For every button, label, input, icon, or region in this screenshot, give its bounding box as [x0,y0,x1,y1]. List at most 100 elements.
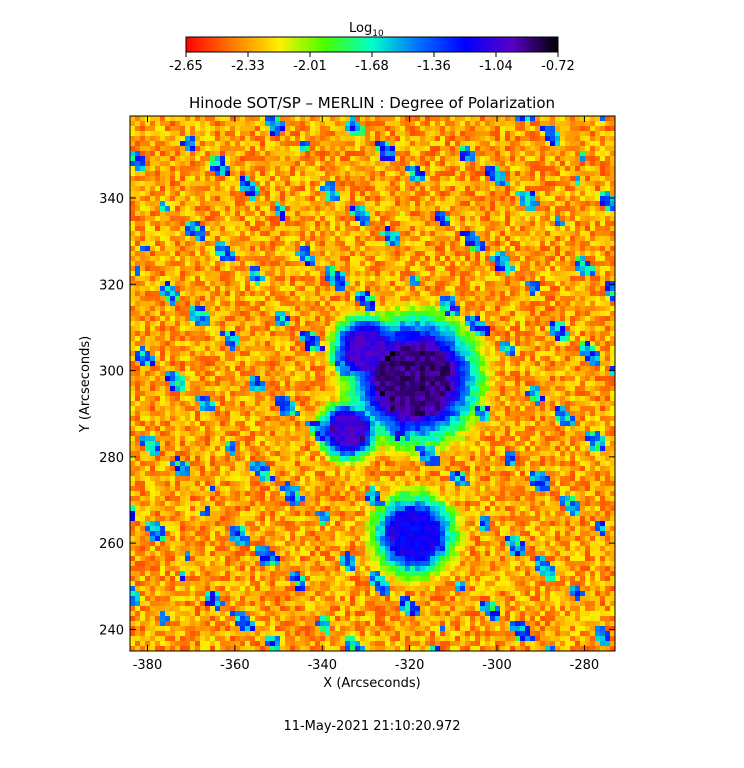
heatmap-cell [510,361,516,367]
heatmap-cell [160,336,166,342]
heatmap-cell [135,196,141,202]
heatmap-cell [450,156,456,162]
heatmap-cell [490,296,496,302]
heatmap-cell [410,186,416,192]
heatmap-cell [285,156,291,162]
heatmap-cell [435,246,441,252]
heatmap-cell [400,126,406,132]
heatmap-cell [600,246,606,252]
heatmap-cell [545,336,551,342]
heatmap-cell [355,356,361,362]
heatmap-cell [545,316,551,322]
heatmap-cell [195,286,201,292]
heatmap-cell [590,166,596,172]
heatmap-cell [305,321,311,327]
heatmap-cell [610,281,615,287]
heatmap-cell [410,316,416,322]
heatmap-cell [315,126,321,132]
heatmap-cell [180,166,186,172]
heatmap-cell [565,121,571,127]
heatmap-cell [450,321,456,327]
heatmap-cell [545,236,551,242]
heatmap-cell [155,141,161,147]
heatmap-cell [500,306,506,312]
heatmap-cell [575,331,581,337]
heatmap-cell [595,136,601,142]
heatmap-cell [475,161,481,167]
heatmap-cell [565,291,571,297]
heatmap-cell [520,296,526,302]
heatmap-cell [190,186,196,192]
heatmap-cell [355,176,361,182]
heatmap-cell [355,121,361,127]
heatmap-cell [505,281,511,287]
heatmap-cell [165,151,171,157]
heatmap-cell [180,206,186,212]
heatmap-cell [480,356,486,362]
heatmap-cell [135,356,141,362]
heatmap-cell [255,361,261,367]
heatmap-cell [200,156,206,162]
heatmap-cell [490,306,496,312]
heatmap-cell [195,151,201,157]
heatmap-cell [490,121,496,127]
heatmap-cell [495,206,501,212]
heatmap-cell [190,166,196,172]
heatmap-cell [535,241,541,247]
heatmap-cell [565,241,571,247]
heatmap-cell [275,131,281,137]
heatmap-cell [180,366,186,372]
heatmap-cell [465,286,471,292]
heatmap-cell [160,146,166,152]
heatmap-cell [360,316,366,322]
heatmap-cell [135,171,141,177]
heatmap-cell [520,291,526,297]
heatmap-cell [190,226,196,232]
heatmap-cell [195,176,201,182]
heatmap-cell [530,211,536,217]
heatmap-cell [435,211,441,217]
heatmap-cell [255,146,261,152]
heatmap-cell [520,126,526,132]
heatmap-cell [220,191,226,197]
heatmap-cell [385,271,391,277]
heatmap-cell [155,116,161,122]
heatmap-cell [350,326,356,332]
heatmap-cell [590,151,596,157]
heatmap-cell [500,226,506,232]
heatmap-cell [480,321,486,327]
heatmap-cell [415,261,421,267]
heatmap-cell [390,146,396,152]
heatmap-cell [415,196,421,202]
heatmap-cell [225,166,231,172]
heatmap-cell [245,266,251,272]
heatmap-cell [460,246,466,252]
heatmap-cell [330,116,336,122]
heatmap-cell [465,131,471,137]
heatmap-cell [170,226,176,232]
heatmap-cell [215,331,221,337]
heatmap-cell [275,256,281,262]
heatmap-cell [310,366,316,372]
heatmap-cell [465,151,471,157]
heatmap-cell [190,271,196,277]
heatmap-cell [240,261,246,267]
heatmap-cell [445,316,451,322]
heatmap-cell [185,211,191,217]
heatmap-cell [440,306,446,312]
heatmap-cell [320,186,326,192]
heatmap-cell [235,216,241,222]
heatmap-cell [475,301,481,307]
heatmap-cell [565,301,571,307]
heatmap-cell [475,361,481,367]
heatmap-cell [245,316,251,322]
heatmap-cell [130,296,136,302]
heatmap-cell [135,291,141,297]
heatmap-cell [280,171,286,177]
heatmap-cell [325,366,331,372]
heatmap-cell [275,356,281,362]
heatmap-cell [560,216,566,222]
heatmap-cell [405,206,411,212]
heatmap-cell [445,321,451,327]
heatmap-cell [135,226,141,232]
